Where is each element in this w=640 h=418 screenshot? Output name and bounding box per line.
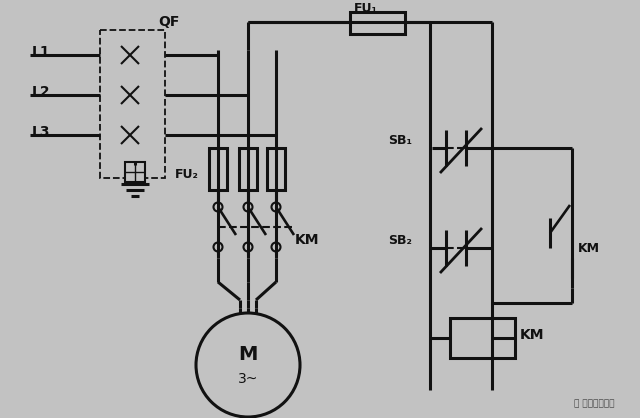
Bar: [239, 148, 257, 190]
Text: QF: QF: [158, 15, 179, 29]
Text: 🔧 电工电气学习: 🔧 电工电气学习: [575, 399, 615, 408]
Bar: [350, 12, 405, 34]
Text: M: M: [238, 346, 258, 364]
Bar: [267, 148, 285, 190]
Text: FU₂: FU₂: [175, 168, 199, 181]
Text: KM: KM: [295, 233, 319, 247]
Bar: [209, 148, 227, 190]
Text: L1: L1: [32, 45, 51, 59]
Text: FU₁: FU₁: [354, 2, 378, 15]
Text: L3: L3: [32, 125, 51, 139]
Text: KM: KM: [578, 242, 600, 255]
Bar: [100, 30, 165, 178]
Text: SB₂: SB₂: [388, 234, 412, 247]
Text: SB₁: SB₁: [388, 133, 412, 146]
Text: L2: L2: [32, 85, 51, 99]
Bar: [125, 162, 145, 182]
Text: 3~: 3~: [238, 372, 258, 386]
Bar: [450, 318, 515, 358]
Text: KM: KM: [520, 328, 545, 342]
